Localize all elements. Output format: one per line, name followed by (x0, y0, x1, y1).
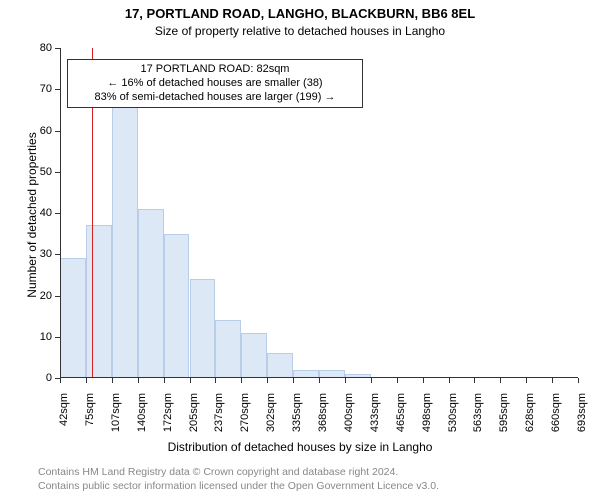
x-tick-label: 140sqm (136, 393, 148, 441)
histogram-bar (241, 333, 267, 378)
y-tick-label: 50 (32, 166, 52, 178)
y-tick-label: 0 (32, 372, 52, 384)
x-tick-label: 75sqm (84, 393, 96, 441)
x-tick-label: 465sqm (395, 393, 407, 441)
x-tick-mark (449, 378, 450, 383)
x-tick-mark (578, 378, 579, 383)
x-tick-mark (241, 378, 242, 383)
annotation-box: 17 PORTLAND ROAD: 82sqm ← 16% of detache… (67, 59, 363, 108)
histogram-bar (112, 102, 138, 378)
x-tick-label: 42sqm (58, 393, 70, 441)
x-tick-label: 270sqm (239, 393, 251, 441)
histogram-bar (215, 320, 241, 378)
y-tick-label: 10 (32, 331, 52, 343)
x-tick-label: 693sqm (576, 393, 588, 441)
y-tick-mark (55, 254, 60, 255)
x-tick-label: 660sqm (550, 393, 562, 441)
x-tick-mark (397, 378, 398, 383)
y-tick-mark (55, 131, 60, 132)
chart-title-address: 17, PORTLAND ROAD, LANGHO, BLACKBURN, BB… (0, 6, 600, 21)
x-tick-mark (293, 378, 294, 383)
y-tick-label: 70 (32, 83, 52, 95)
x-tick-mark (164, 378, 165, 383)
x-tick-mark (345, 378, 346, 383)
x-tick-label: 595sqm (498, 393, 510, 441)
y-tick-mark (55, 296, 60, 297)
histogram-bar (138, 209, 164, 378)
footer-copyright-2: Contains public sector information licen… (38, 480, 439, 492)
x-tick-mark (112, 378, 113, 383)
x-tick-label: 433sqm (369, 393, 381, 441)
x-tick-mark (215, 378, 216, 383)
x-tick-label: 400sqm (343, 393, 355, 441)
histogram-bar (267, 353, 293, 378)
footer-copyright-1: Contains HM Land Registry data © Crown c… (38, 466, 398, 478)
x-tick-mark (319, 378, 320, 383)
y-tick-mark (55, 89, 60, 90)
x-tick-label: 205sqm (188, 393, 200, 441)
x-tick-label: 107sqm (110, 393, 122, 441)
histogram-bar (86, 225, 112, 378)
annotation-line-1: 17 PORTLAND ROAD: 82sqm (71, 63, 359, 77)
y-tick-label: 30 (32, 248, 52, 260)
y-tick-label: 20 (32, 290, 52, 302)
x-axis-label: Distribution of detached houses by size … (0, 440, 600, 454)
y-tick-label: 40 (32, 207, 52, 219)
x-tick-label: 172sqm (162, 393, 174, 441)
x-tick-mark (138, 378, 139, 383)
histogram-bar (60, 258, 86, 378)
y-tick-mark (55, 172, 60, 173)
x-tick-mark (552, 378, 553, 383)
annotation-line-3: 83% of semi-detached houses are larger (… (71, 91, 359, 105)
x-tick-label: 498sqm (421, 393, 433, 441)
x-tick-label: 302sqm (265, 393, 277, 441)
x-tick-mark (371, 378, 372, 383)
x-tick-mark (267, 378, 268, 383)
x-tick-label: 335sqm (291, 393, 303, 441)
x-tick-mark (526, 378, 527, 383)
y-tick-mark (55, 337, 60, 338)
chart-subtitle: Size of property relative to detached ho… (0, 24, 600, 38)
y-tick-label: 60 (32, 125, 52, 137)
annotation-line-2: ← 16% of detached houses are smaller (38… (71, 77, 359, 91)
x-tick-label: 368sqm (317, 393, 329, 441)
histogram-bar (164, 234, 190, 378)
y-tick-mark (55, 48, 60, 49)
x-tick-label: 530sqm (447, 393, 459, 441)
x-tick-label: 563sqm (472, 393, 484, 441)
y-tick-mark (55, 213, 60, 214)
x-tick-label: 237sqm (213, 393, 225, 441)
y-tick-label: 80 (32, 42, 52, 54)
x-tick-mark (474, 378, 475, 383)
y-axis-line (60, 48, 61, 378)
x-tick-mark (500, 378, 501, 383)
histogram-bar (190, 279, 216, 378)
x-tick-mark (86, 378, 87, 383)
x-tick-mark (190, 378, 191, 383)
x-tick-label: 628sqm (524, 393, 536, 441)
x-tick-mark (60, 378, 61, 383)
x-tick-mark (423, 378, 424, 383)
